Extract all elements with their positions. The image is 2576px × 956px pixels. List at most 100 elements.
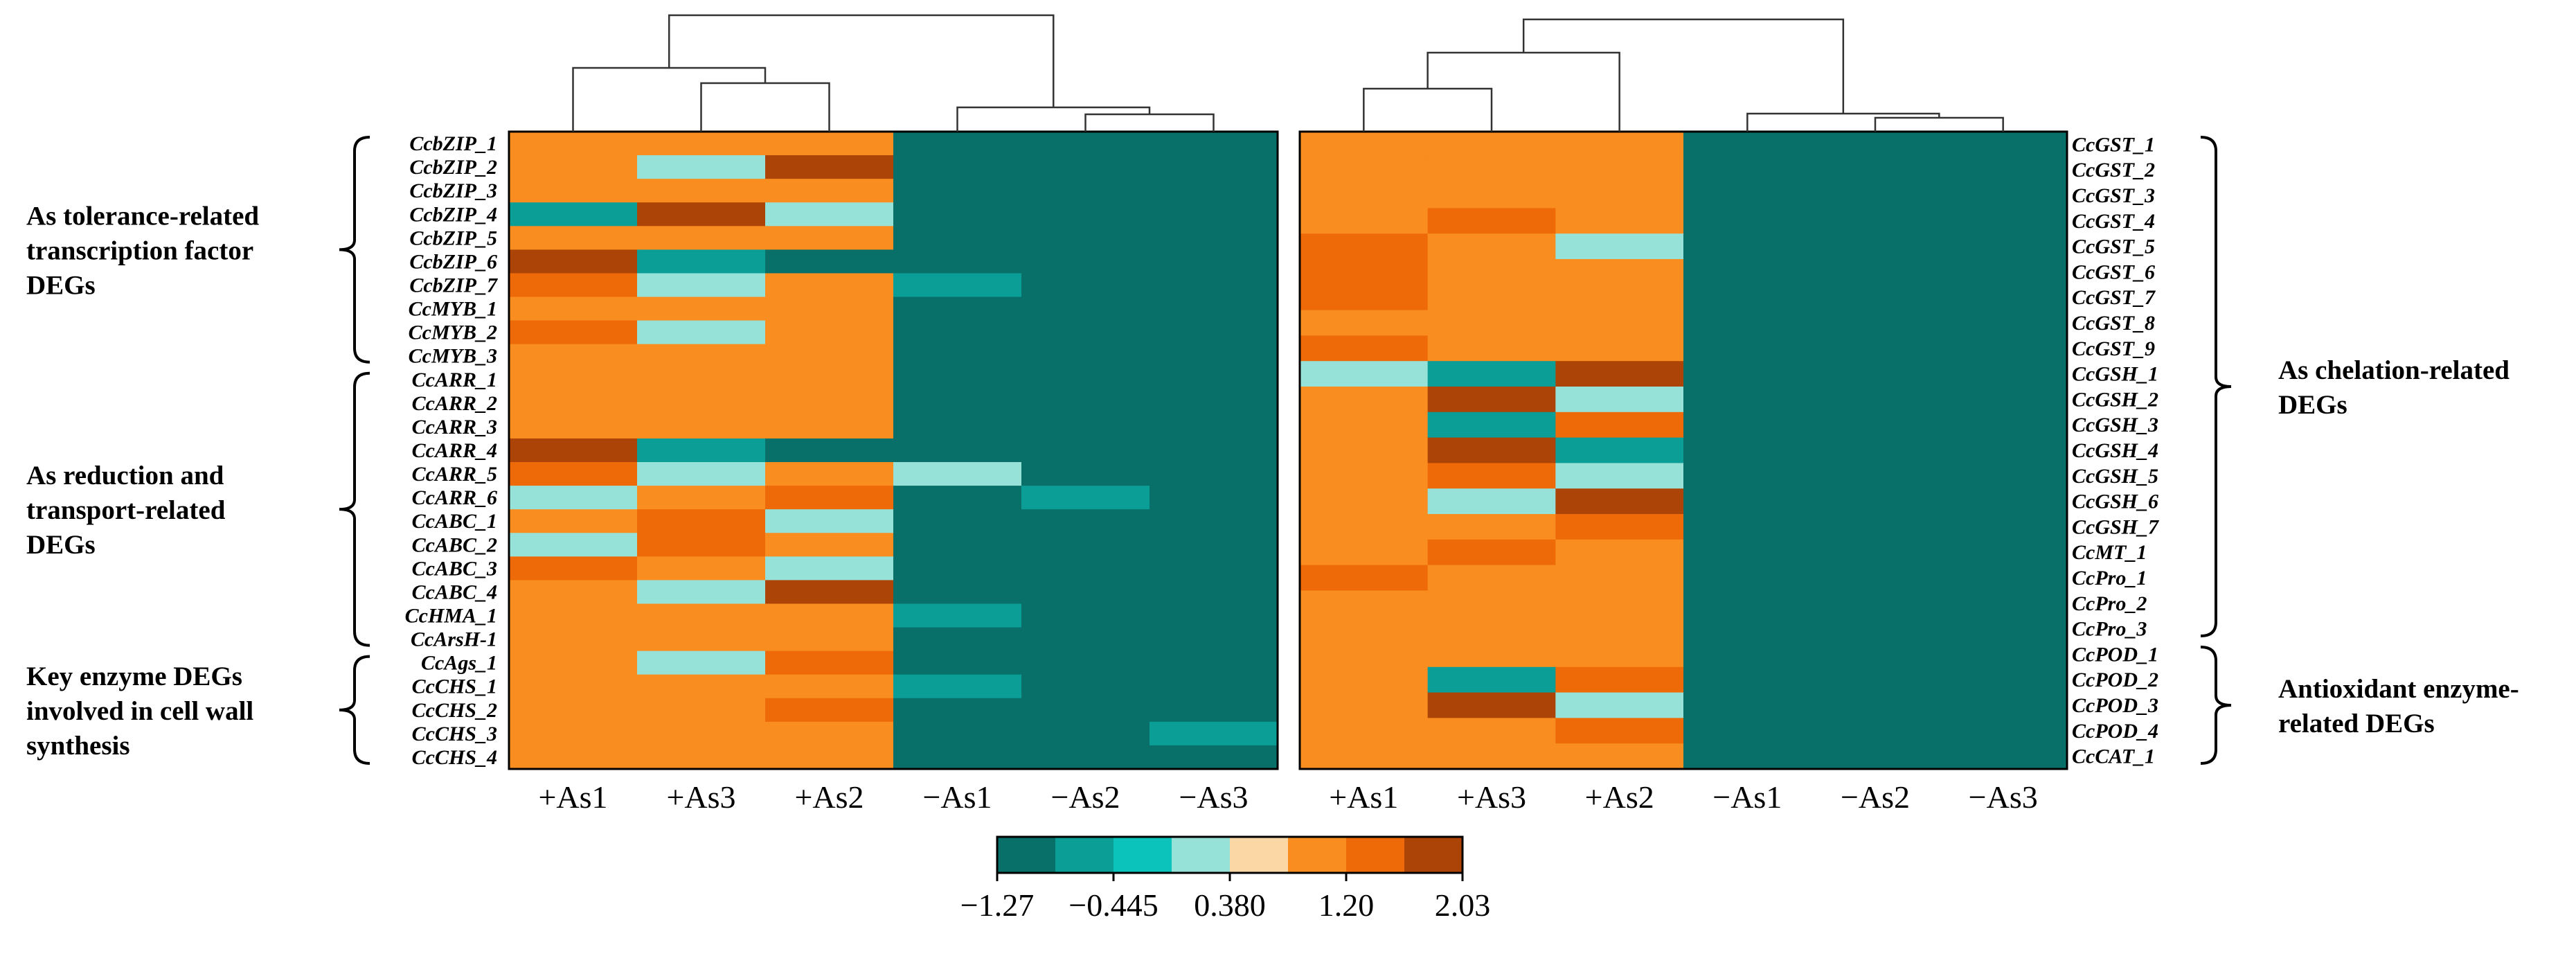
heatmap-cell-CcGST_9-3 <box>1683 335 1812 362</box>
heatmap-cell-CcARR_1-1 <box>637 367 766 392</box>
heatmap-cell-CcGST_7-2 <box>1555 284 1684 311</box>
heatmap-cell-CcAgs_1-5 <box>1150 650 1278 675</box>
heatmap-cell-CcPro_3-4 <box>1811 616 1940 642</box>
column-label: −As1 <box>1712 779 1782 815</box>
row-label: CcARR_3 <box>412 416 497 439</box>
group-label-left-0: transcription factor <box>26 236 253 265</box>
row-label: CcARR_2 <box>412 392 497 415</box>
heatmap-cell-CcCHS_2-5 <box>1150 698 1278 723</box>
heatmap-cell-CcHMA_1-1 <box>637 603 766 628</box>
heatmap-cell-CcARR_5-3 <box>893 462 1022 486</box>
heatmap-cell-CcHMA_1-0 <box>509 603 638 628</box>
row-label: CcGST_1 <box>2072 133 2155 156</box>
heatmap-cell-CcCHS_3-0 <box>509 721 638 746</box>
heatmap-cell-CcABC_4-5 <box>1150 580 1278 605</box>
heatmap-cell-CcGST_8-0 <box>1300 310 1429 336</box>
heatmap-cell-CcbZIP_4-2 <box>765 202 894 227</box>
heatmap-cell-CcGST_4-0 <box>1300 208 1429 234</box>
heatmap-cell-CcABC_2-3 <box>893 533 1022 557</box>
heatmap-cell-CcGSH_3-5 <box>1939 411 2068 439</box>
group-label-left-2: synthesis <box>26 731 130 761</box>
heatmap-cell-CcbZIP_7-3 <box>893 273 1022 298</box>
heatmap-cell-CcABC_1-2 <box>765 509 894 533</box>
group-label-left-1: As reduction and <box>26 461 224 490</box>
heatmap-cell-CcCHS_4-4 <box>1021 745 1150 770</box>
column-label: −As2 <box>1841 779 1910 815</box>
row-label: CcGSH_7 <box>2072 515 2159 538</box>
heatmap-cell-CcABC_2-4 <box>1021 533 1150 557</box>
heatmap-cell-CcGST_3-3 <box>1683 182 1812 209</box>
heatmap-cell-CcARR_1-5 <box>1150 367 1278 392</box>
row-label: CcGST_6 <box>2072 260 2155 283</box>
heatmap-cell-CcARR_2-1 <box>637 391 766 416</box>
heatmap-cell-CcPOD_2-5 <box>1939 666 2068 693</box>
heatmap-cell-CcMYB_3-2 <box>765 344 894 369</box>
heatmap-cell-CcMYB_2-5 <box>1150 320 1278 345</box>
heatmap-cell-CcPro_2-1 <box>1427 590 1556 617</box>
heatmap-cell-CcMYB_3-4 <box>1021 344 1150 369</box>
heatmap-cell-CcARR_5-2 <box>765 462 894 486</box>
heatmap-cell-CcbZIP_1-2 <box>765 132 894 156</box>
heatmap-cell-CcGSH_7-0 <box>1300 514 1429 540</box>
heatmap-cell-CcPro_2-5 <box>1939 590 2068 617</box>
heatmap-cell-CcPro_2-2 <box>1555 590 1684 617</box>
row-label: CcGST_7 <box>2072 286 2156 309</box>
heatmap-cell-CcbZIP_5-2 <box>765 226 894 250</box>
heatmap-cell-CcGSH_7-5 <box>1939 514 2068 540</box>
row-label: CcMYB_2 <box>409 321 497 344</box>
row-label: CcHMA_1 <box>405 605 497 628</box>
legend-swatch <box>1172 837 1231 873</box>
column-label: −As1 <box>922 779 992 815</box>
heatmap-cell-CcARR_3-1 <box>637 414 766 439</box>
heatmap-cell-CcGST_8-1 <box>1427 310 1556 336</box>
heatmap-cell-CcbZIP_1-5 <box>1150 132 1278 156</box>
heatmap-cell-CcbZIP_4-1 <box>637 202 766 227</box>
row-label: CcGST_3 <box>2072 184 2155 207</box>
heatmap-cell-CcCHS_4-1 <box>637 745 766 770</box>
heatmap-cell-CcCHS_4-0 <box>509 745 638 770</box>
heatmap-cell-CcGSH_7-1 <box>1427 514 1556 540</box>
heatmap-cell-CcbZIP_3-0 <box>509 179 638 203</box>
row-label: CcbZIP_2 <box>409 156 497 179</box>
dendrogram-link <box>1746 112 1940 132</box>
heatmap-cell-CcPOD_4-0 <box>1300 718 1429 744</box>
heatmap-cell-CcMYB_2-3 <box>893 320 1022 345</box>
heatmap-cell-CcbZIP_2-1 <box>637 155 766 179</box>
heatmap-cell-CcArsH-1-0 <box>509 627 638 652</box>
heatmap-cell-CcbZIP_6-5 <box>1150 249 1278 274</box>
legend-tick-label: −0.445 <box>1068 887 1158 923</box>
heatmap-cell-CcGST_7-5 <box>1939 284 2068 311</box>
heatmap-cell-CcPOD_3-5 <box>1939 692 2068 718</box>
heatmap-cell-CcABC_4-2 <box>765 580 894 605</box>
legend-tick-label: −1.27 <box>960 887 1034 923</box>
column-label: +As1 <box>538 779 607 815</box>
row-label: CcGST_5 <box>2072 236 2155 258</box>
heatmap-cell-CcABC_1-5 <box>1150 509 1278 533</box>
heatmap-cell-CcGST_7-3 <box>1683 284 1812 311</box>
group-bracket <box>339 136 370 364</box>
heatmap-cell-CcARR_3-3 <box>893 414 1022 439</box>
row-label: CcCHS_1 <box>412 675 497 698</box>
column-label: −As2 <box>1050 779 1120 815</box>
heatmap-cell-CcPro_1-2 <box>1555 565 1684 591</box>
heatmap-cell-CcABC_4-1 <box>637 580 766 605</box>
heatmap-cell-CcGSH_1-1 <box>1427 361 1556 387</box>
heatmap-cell-CcPOD_3-3 <box>1683 692 1812 718</box>
heatmap-cell-CcARR_5-0 <box>509 462 638 486</box>
heatmap-cell-CcMYB_1-3 <box>893 296 1022 321</box>
heatmap-cell-CcARR_3-5 <box>1150 414 1278 439</box>
heatmap-cell-CcGST_1-3 <box>1683 132 1812 158</box>
heatmap-cell-CcMYB_3-5 <box>1150 344 1278 369</box>
row-label: CcGSH_4 <box>2072 439 2158 462</box>
heatmap-cell-CcAgs_1-4 <box>1021 650 1150 675</box>
heatmap-cell-CcGST_1-2 <box>1555 132 1684 158</box>
heatmap-cell-CcARR_3-2 <box>765 414 894 439</box>
column-label: +As1 <box>1329 779 1398 815</box>
heatmap-cell-CcMT_1-2 <box>1555 539 1684 566</box>
column-label: +As3 <box>1457 779 1526 815</box>
heatmap-cell-CcCAT_1-4 <box>1811 743 1940 770</box>
heatmap-cell-CcGSH_6-3 <box>1683 488 1812 515</box>
row-label: CcGST_9 <box>2072 337 2155 360</box>
legend-tick-label: 2.03 <box>1435 887 1491 923</box>
